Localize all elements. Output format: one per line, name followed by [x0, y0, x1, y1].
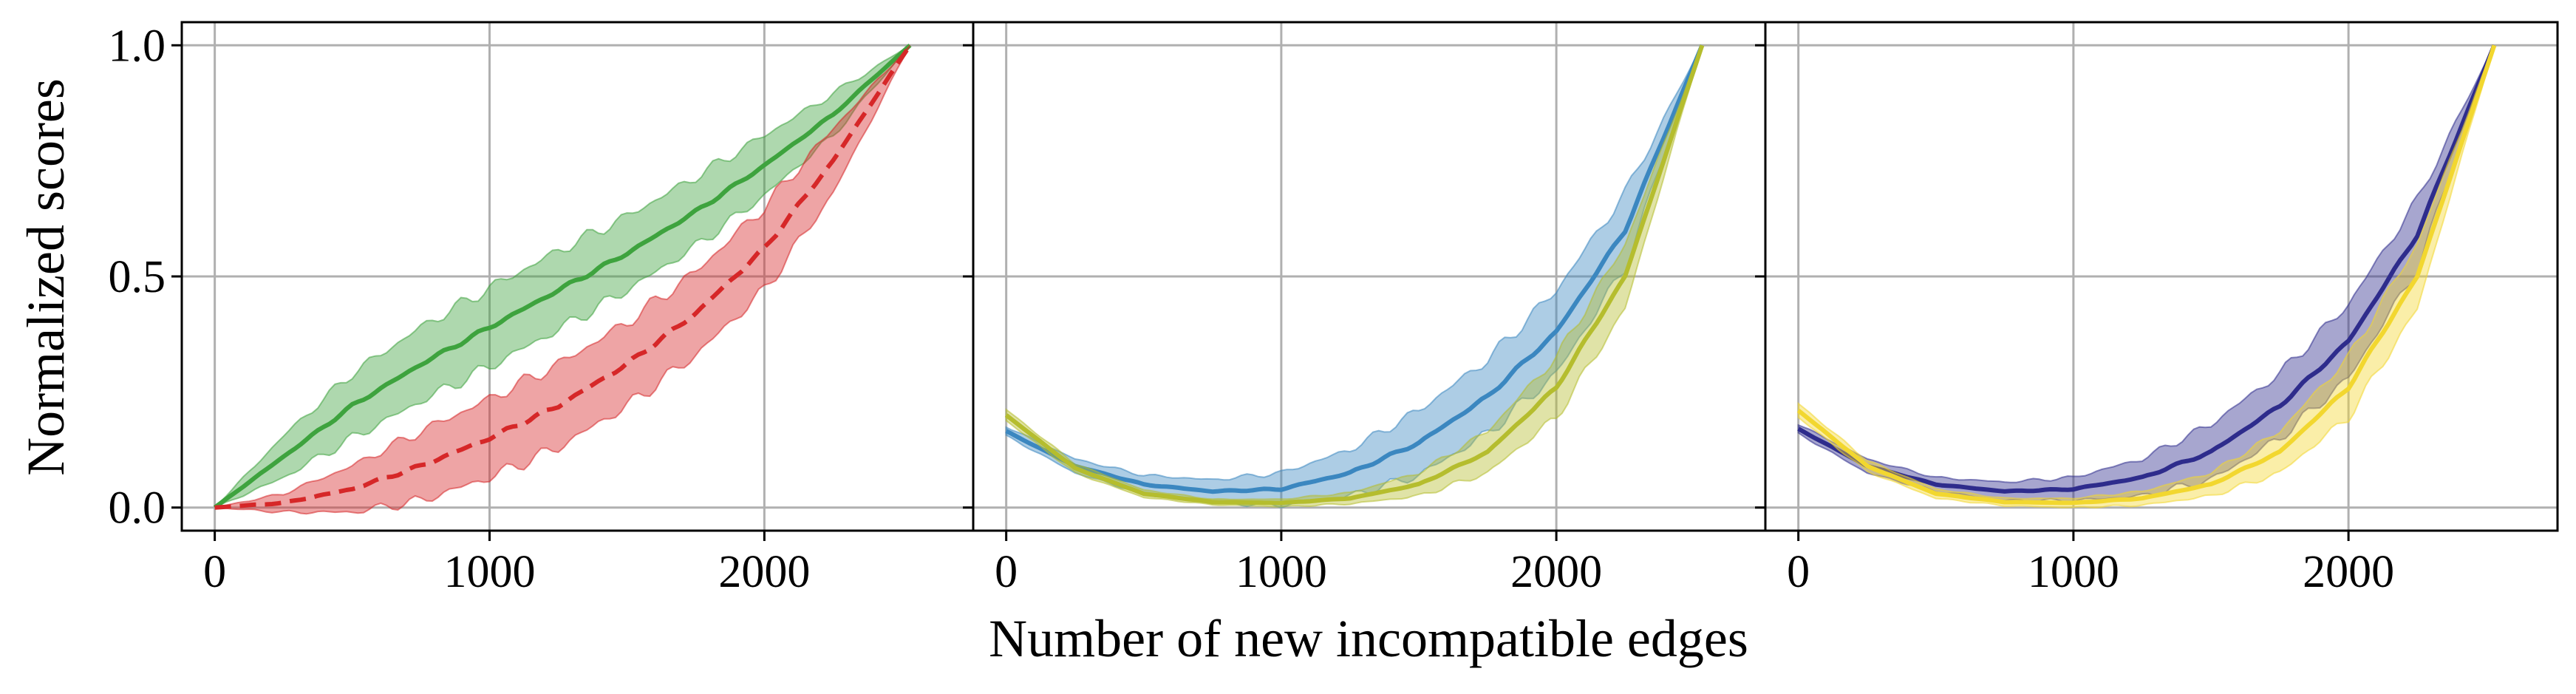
- x-tick-label: 2000: [2303, 547, 2394, 597]
- x-tick-label: 1000: [2028, 547, 2119, 597]
- series-2-band: [214, 44, 911, 515]
- panel-3: 0 1000 2000: [1755, 21, 2559, 597]
- series-2-line: [1796, 44, 2497, 506]
- y-tick-label: 0.0: [109, 483, 166, 534]
- panels: 0 1000 2000 0.0 0.5 1.0 0 1000 2000 0 1000 2000: [109, 21, 2559, 597]
- x-tick-label: 2000: [1510, 547, 1602, 597]
- x-tick-label: 1000: [1236, 547, 1327, 597]
- y-axis-title: Normalized scores: [16, 78, 75, 476]
- series-2-line: [1004, 44, 1705, 506]
- series-1-line: [213, 44, 912, 510]
- x-tick-label: 0: [203, 547, 226, 597]
- y-tick-label: 0.5: [109, 252, 166, 302]
- series-2-line: [214, 44, 912, 510]
- series-1-line: [1005, 44, 1705, 494]
- x-tick-label: 0: [1787, 547, 1810, 597]
- panel-1: 0 1000 2000 0.0 0.5 1.0: [109, 21, 975, 597]
- y-tick-label: 1.0: [109, 21, 166, 71]
- x-tick-label: 2000: [718, 547, 810, 597]
- x-axis-title: Number of new incompatible edges: [989, 609, 1748, 668]
- x-tick-label: 1000: [444, 547, 536, 597]
- x-tick-label: 0: [995, 547, 1018, 597]
- series-1-line: [1797, 44, 2497, 494]
- panel-2: 0 1000 2000: [963, 21, 1767, 597]
